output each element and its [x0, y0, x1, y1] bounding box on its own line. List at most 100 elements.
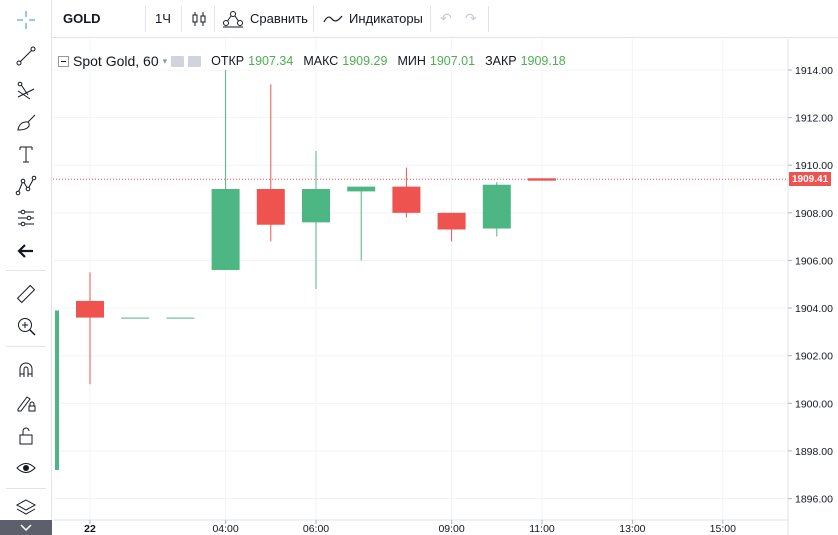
series-menu-icon[interactable]: ▾ [162, 55, 168, 66]
candle-body [302, 189, 330, 223]
ruler-icon [16, 284, 36, 304]
compare-icon [223, 10, 243, 27]
object-tree-tool[interactable] [12, 496, 40, 520]
candle-body [121, 317, 150, 319]
trendline-tool[interactable] [12, 44, 40, 68]
toolbar-divider [6, 346, 46, 347]
back-arrow-icon [17, 244, 33, 258]
trendline-icon [16, 46, 36, 66]
indicators-label: Индикаторы [349, 11, 423, 26]
redo-button[interactable]: ↷ [465, 0, 477, 37]
magnet-icon [19, 362, 33, 377]
toolbar-divider [488, 6, 489, 32]
compare-button[interactable]: Сравнить [222, 0, 308, 37]
time-tick-label: 09:00 [438, 523, 464, 535]
layers-icon [15, 499, 37, 515]
collapse-legend-icon[interactable] [58, 55, 69, 67]
toolbar-divider [145, 6, 146, 32]
candle-body [256, 189, 285, 225]
series-title[interactable]: Spot Gold, 60 [73, 53, 159, 69]
candle-body [211, 189, 240, 270]
interval-button[interactable]: 1Ч [155, 11, 171, 26]
low-value: 1907.01 [429, 54, 476, 68]
lock-tool[interactable] [12, 424, 40, 448]
candle-body [347, 186, 376, 192]
zoom-tool[interactable] [12, 314, 40, 338]
toolbar-divider [313, 6, 314, 32]
symbol-search-button[interactable]: GOLD [63, 11, 101, 26]
price-tick-label: 1896.00 [795, 494, 833, 506]
redo-icon: ↷ [465, 10, 477, 26]
candle-body [528, 178, 556, 181]
time-tick-label: 06:00 [303, 523, 329, 535]
close-value: 1909.18 [520, 54, 566, 68]
toolbar-divider [6, 488, 46, 489]
high-label: МАКС [303, 54, 339, 68]
measure-icon [18, 209, 34, 227]
lock-drawings-tool[interactable] [12, 391, 40, 415]
open-value: 1907.34 [248, 54, 294, 68]
undo-button[interactable]: ↶ [440, 0, 452, 37]
brush-tool[interactable] [12, 110, 40, 134]
text-icon [19, 146, 33, 163]
projection-tool[interactable] [12, 206, 40, 230]
time-tick-label: 04:00 [212, 523, 238, 535]
candle-body [166, 317, 195, 319]
price-tick-label: 1902.00 [795, 351, 833, 363]
crosshair-tool[interactable] [12, 8, 40, 32]
settings-icon[interactable] [171, 55, 185, 67]
crosshair-icon [17, 11, 35, 29]
time-tick-label: 22 [84, 523, 96, 535]
candle-body [55, 310, 59, 470]
undo-icon: ↶ [440, 10, 452, 26]
chart-pane[interactable]: 1914.00 1912.00 1910.00 1908.00 1906.00 1904.… [53, 39, 838, 535]
open-label: ОТКР [211, 54, 245, 68]
low-label: МИН [397, 54, 426, 68]
lock-pencil-icon [17, 396, 36, 412]
fib-tool[interactable] [12, 78, 40, 102]
last-price-label: 1909.41 [789, 172, 832, 187]
candle-body [482, 184, 511, 229]
high-value: 1909.29 [342, 54, 388, 68]
price-tick-label: 1900.00 [795, 398, 833, 410]
candlestick-chart[interactable]: 1914.00 1912.00 1910.00 1908.00 1906.00 1904.… [53, 39, 838, 535]
indicators-icon [323, 15, 343, 22]
chart-style-button[interactable] [190, 0, 208, 37]
eye-icon [16, 463, 36, 473]
price-tick-label: 1914.00 [795, 65, 833, 77]
pattern-tool[interactable] [12, 174, 40, 198]
brush-icon [17, 114, 36, 131]
time-tick-label: 11:00 [529, 523, 555, 535]
toolbar-divider [214, 6, 215, 32]
lock-icon [19, 427, 33, 445]
chart-legend: Spot Gold, 60 ▾ ОТКР 1907.34 МАКС 1909.2… [58, 52, 566, 70]
back-tool[interactable] [12, 239, 40, 263]
candle-body [392, 186, 421, 213]
text-tool[interactable] [12, 142, 40, 166]
hide-icon[interactable] [188, 55, 202, 67]
toolbar-divider [6, 270, 46, 271]
magnet-tool[interactable] [12, 358, 40, 382]
compare-label: Сравнить [250, 11, 308, 26]
fib-icon [17, 81, 35, 100]
time-tick-label: 15:00 [710, 523, 736, 535]
drawing-toolbar [0, 0, 52, 535]
time-tick-label: 13:00 [619, 523, 645, 535]
indicators-button[interactable]: Индикаторы [323, 0, 423, 37]
visibility-tool[interactable] [12, 456, 40, 480]
price-tick-label: 1910.00 [795, 160, 833, 172]
chevron-down-icon [20, 523, 32, 531]
price-tick-label: 1908.00 [795, 208, 833, 220]
candle-body [437, 212, 466, 230]
price-tick-label: 1904.00 [795, 303, 833, 315]
candle-body [76, 300, 104, 318]
collapse-toolbar-button[interactable] [0, 520, 52, 535]
zoom-in-icon [18, 318, 36, 336]
candles-icon [192, 11, 206, 26]
toolbar-divider [430, 6, 431, 32]
close-label: ЗАКР [485, 54, 517, 68]
toolbar-divider [181, 6, 182, 32]
price-tick-label: 1906.00 [795, 255, 833, 267]
price-tick-label: 1912.00 [795, 113, 833, 125]
ruler-tool[interactable] [12, 282, 40, 306]
